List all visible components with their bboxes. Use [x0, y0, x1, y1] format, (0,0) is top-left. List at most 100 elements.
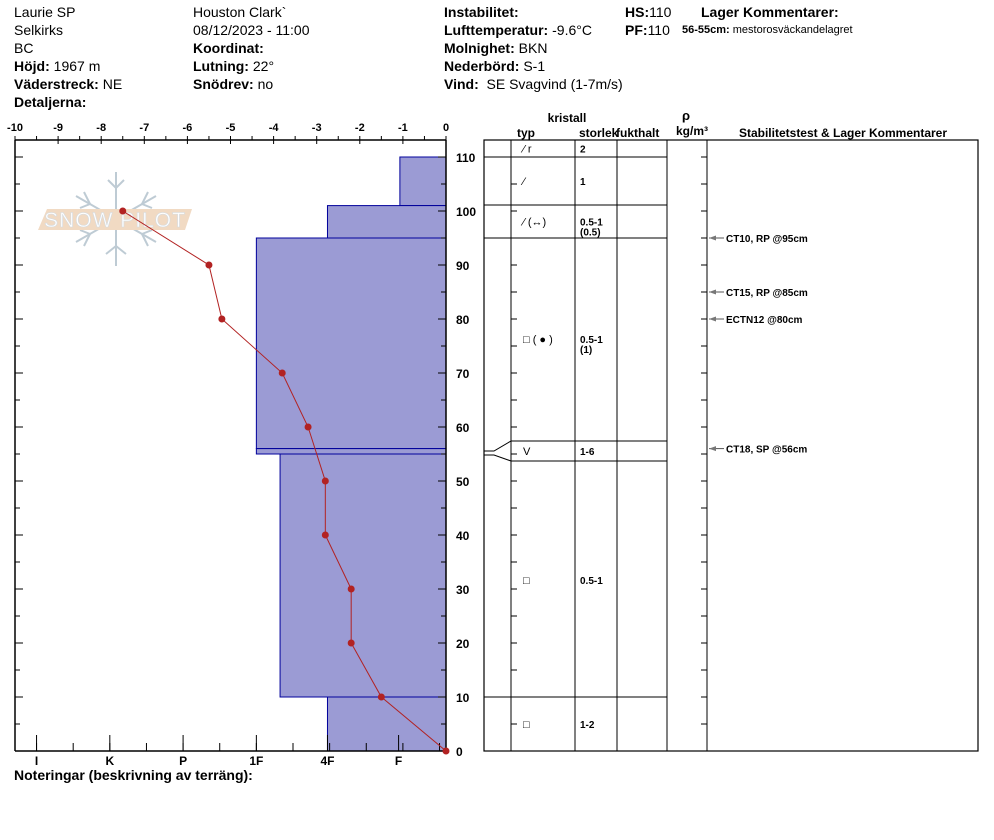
depth-tick-label: 40 — [456, 529, 470, 543]
temp-tick-label: -6 — [183, 122, 193, 134]
depth-tick-label: 60 — [456, 421, 470, 435]
crystal-type: V — [523, 446, 531, 458]
watermark-text: SNOW PILOT — [44, 209, 186, 232]
temperature-point — [347, 585, 355, 593]
aspect: Väderstreck: NE — [14, 76, 123, 92]
temp-tick-label: -2 — [355, 122, 365, 134]
layer-comment: 56-55cm: mestorosväckandelagret — [682, 24, 853, 36]
crystal-type: □ — [523, 575, 530, 587]
temperature-point — [321, 531, 329, 539]
weak-layer-connector — [484, 440, 512, 452]
precip: Nederbörd: S-1 — [444, 58, 546, 74]
temp-tick-label: -4 — [269, 122, 280, 134]
header-density: kg/m³ — [676, 124, 708, 138]
temperature-point — [304, 423, 312, 431]
coordinates: Koordinat: — [193, 40, 264, 56]
observer: Laurie SP — [14, 4, 76, 20]
region: BC — [14, 40, 34, 56]
header-stability: Stabilitetstest & Lager Kommentarer — [739, 126, 947, 140]
crystal-size: 1-6 — [580, 447, 595, 458]
depth-tick-label: 90 — [456, 259, 470, 273]
temp-tick-label: -1 — [398, 122, 408, 134]
hardness-bar — [255, 448, 447, 455]
range: Selkirks — [14, 22, 64, 38]
hardness-bar — [255, 237, 447, 450]
snowpilot-watermark: SNOW PILOT — [38, 172, 192, 266]
depth-tick-label: 20 — [456, 637, 470, 651]
hardness-tick-label: K — [105, 754, 114, 768]
crystal-size: 2 — [580, 145, 586, 156]
temp-tick-label: -8 — [96, 122, 106, 134]
crystal-type: □ — [523, 719, 530, 731]
depth-tick-label: 110 — [456, 151, 476, 165]
arrow-head-icon — [709, 235, 716, 241]
hardness-bar — [399, 156, 447, 207]
hardness-bar — [326, 205, 447, 239]
crystal-size: 1 — [580, 177, 586, 188]
crystal-type: ⁄ r — [520, 144, 532, 156]
crystal-size-secondary: (0.5) — [580, 228, 601, 239]
hardness-tick-label: F — [395, 754, 402, 768]
temperature-point — [119, 207, 127, 215]
hs: HS:110 — [625, 4, 672, 20]
depth-tick-label: 80 — [456, 313, 470, 327]
arrow-head-icon — [709, 446, 716, 452]
temperature-point — [347, 639, 355, 647]
hardness-tick-label: I — [35, 754, 38, 768]
hardness-bar — [326, 696, 447, 752]
pf: PF:110 — [625, 22, 670, 38]
temp-tick-label: 0 — [443, 122, 449, 134]
air-temp: Lufttemperatur: -9.6°C — [444, 22, 592, 38]
crystal-type: ⁄ — [520, 176, 527, 188]
arrow-head-icon — [709, 289, 716, 295]
stability-test: ECTN12 @80cm — [726, 315, 803, 326]
notes-label: Noteringar (beskrivning av terräng): — [14, 767, 253, 783]
datetime: 08/12/2023 - 11:00 — [193, 22, 310, 38]
wind: Vind: SE Svagvind (1-7m/s) — [444, 76, 623, 92]
layer-comments-title: Lager Kommentarer: — [701, 4, 839, 20]
temperature-point — [377, 693, 385, 701]
header-type: typ — [517, 126, 535, 140]
stability-test: CT15, RP @85cm — [726, 288, 808, 299]
details: Detaljerna: — [14, 94, 87, 110]
arrow-head-icon — [709, 316, 716, 322]
hardness-tick-label: 1F — [249, 754, 263, 768]
temperature-point — [278, 369, 286, 377]
temperature-point — [218, 315, 226, 323]
depth-tick-label: 70 — [456, 367, 470, 381]
temperature-point — [442, 747, 450, 755]
drift: Snödrev: no — [193, 76, 274, 92]
crystal-size: 0.5-1 — [580, 218, 603, 229]
crystal-size: 0.5-1 — [580, 335, 603, 346]
sky: Molnighet: BKN — [444, 40, 548, 56]
depth-tick-label: 0 — [456, 745, 463, 759]
temperature-point — [205, 261, 213, 269]
hardness-bar — [279, 453, 447, 698]
depth-tick-label: 30 — [456, 583, 470, 597]
temp-tick-label: -10 — [7, 122, 23, 134]
crystal-size: 0.5-1 — [580, 576, 603, 587]
temp-tick-label: -7 — [139, 122, 149, 134]
depth-tick-label: 100 — [456, 205, 476, 219]
hardness-tick-label: 4F — [320, 754, 334, 768]
instability: Instabilitet: — [444, 4, 519, 20]
temp-tick-label: -9 — [53, 122, 63, 134]
crystal-type: ⁄ (↔) — [520, 217, 546, 229]
slope: Lutning: 22° — [193, 58, 275, 74]
header-size: storlek — [579, 126, 619, 140]
temperature-point — [321, 477, 329, 485]
stability-test: CT18, SP @56cm — [726, 445, 807, 456]
crystal-size-secondary: (1) — [580, 345, 592, 356]
crystal-type: □ ( ● ) — [523, 334, 553, 346]
temp-tick-label: -5 — [226, 122, 236, 134]
crystal-size: 1-2 — [580, 720, 595, 731]
stability-test: CT10, RP @95cm — [726, 234, 808, 245]
depth-tick-label: 50 — [456, 475, 470, 489]
header-crystal: kristall — [548, 111, 587, 125]
temp-tick-label: -3 — [312, 122, 322, 134]
elevation: Höjd: 1967 m — [14, 58, 101, 74]
weak-layer-connector — [484, 454, 512, 462]
depth-tick-label: 10 — [456, 691, 470, 705]
